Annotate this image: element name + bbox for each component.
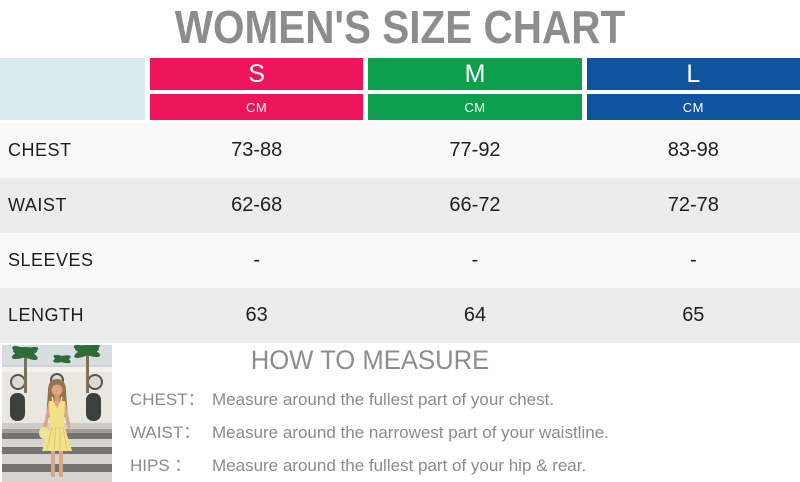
measure-item-waist: WAIST： Measure around the narrowest part… (130, 423, 610, 443)
corner-cell (0, 58, 145, 120)
table-header: S M L CM CM CM (0, 58, 800, 120)
cell-value: 64 (463, 304, 487, 326)
measure-item-chest: CHEST： Measure around the fullest part o… (130, 390, 610, 410)
measure-text: Measure around the narrowest part of you… (212, 423, 609, 442)
unit-cell-m: CM (368, 94, 582, 120)
cell-value: 72-78 (667, 194, 719, 216)
measure-label: WAIST： (130, 423, 201, 442)
measure-item-hips: HIPS ： Measure around the fullest part o… (130, 456, 610, 476)
cell-value: 65 (682, 304, 705, 326)
cell-value: - (471, 249, 479, 271)
measure-text: Measure around the fullest part of your … (212, 390, 555, 409)
table-body: CHEST 73-88 77-92 83-98 WAIST 62-68 66-7… (0, 123, 800, 343)
cell-value: 83-98 (667, 139, 719, 161)
size-header-m: M (368, 58, 582, 90)
table-row-waist: WAIST 62-68 66-72 72-78 (0, 178, 800, 233)
measure-text: Measure around the fullest part of your … (212, 456, 587, 475)
cell-value: - (253, 249, 260, 271)
size-header-s: S (150, 58, 364, 90)
woman-figure (39, 379, 72, 477)
table-row-sleeves: SLEEVES - - - (0, 233, 800, 288)
how-to-measure-section: HOW TO MEASURE CHEST： Measure around the… (130, 343, 610, 476)
model-photo-illustration (2, 344, 112, 482)
unit-cell-l: CM (586, 94, 800, 120)
measure-label: HIPS ： (130, 456, 192, 475)
page-title: WOMEN'S SIZE CHART (174, 1, 626, 53)
row-label: CHEST (8, 140, 72, 160)
table-row-length: LENGTH 63 64 65 (0, 288, 800, 343)
size-chart-table: S M L CM CM CM CHEST 73-88 77-92 83-98 W… (0, 58, 800, 343)
cell-value: 62-68 (231, 194, 283, 216)
cell-value: 63 (245, 304, 268, 326)
row-label: WAIST (8, 195, 67, 215)
how-to-measure-heading: HOW TO MEASURE (250, 345, 490, 375)
table-row-chest: CHEST 73-88 77-92 83-98 (0, 123, 800, 178)
cell-value: 77-92 (449, 139, 501, 161)
measure-label: CHEST： (130, 390, 205, 409)
row-label: SLEEVES (8, 250, 94, 270)
size-header-l: L (586, 58, 800, 90)
cell-value: 73-88 (231, 139, 283, 161)
unit-cell-s: CM (150, 94, 364, 120)
model-photo (2, 344, 112, 482)
cell-value: - (689, 249, 697, 271)
cell-value: 66-72 (449, 194, 501, 216)
row-label: LENGTH (8, 305, 85, 325)
